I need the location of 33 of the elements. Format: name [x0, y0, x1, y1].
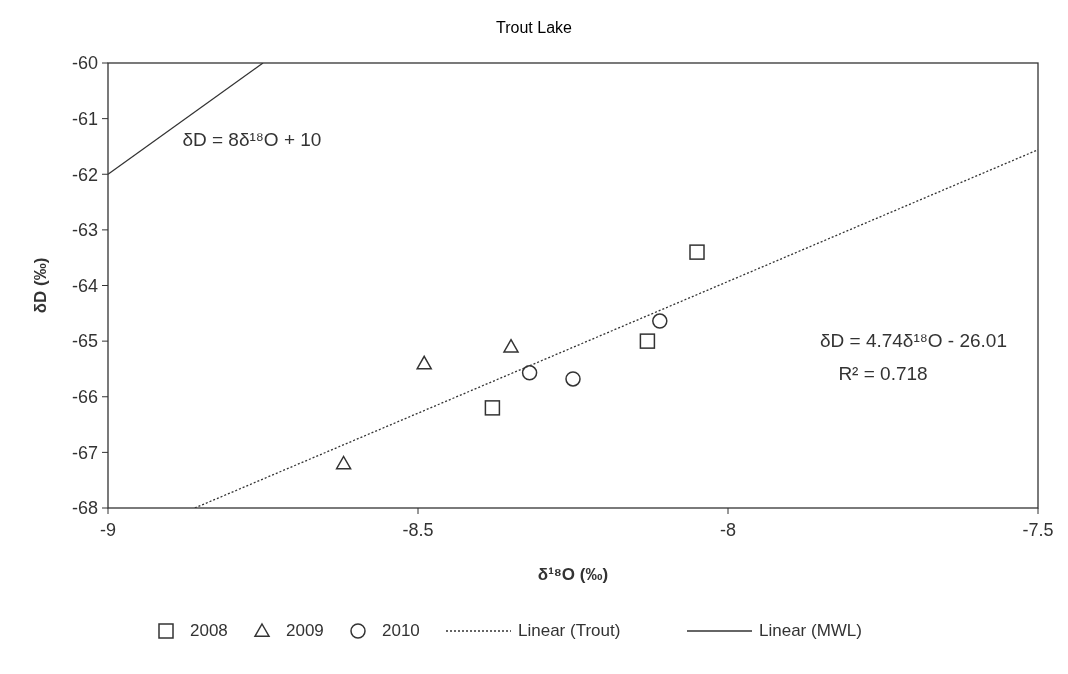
annotation: δD = 8δ¹⁸O + 10	[182, 129, 322, 151]
annotation: δD = 4.74δ¹⁸O - 26.01	[819, 329, 1007, 351]
y-tick-label: -67	[71, 442, 98, 463]
legend-label: Linear (Trout)	[518, 621, 621, 640]
legend-label: Linear (MWL)	[759, 621, 862, 640]
point	[652, 313, 668, 329]
y-tick-label: -63	[71, 220, 98, 241]
y-tick-label: -68	[71, 498, 98, 519]
point	[689, 244, 705, 260]
legend-label: 2008	[190, 621, 228, 640]
x-tick-label: -8.5	[402, 520, 434, 540]
y-tick-label: -61	[71, 108, 98, 129]
legend-label: 2010	[382, 621, 420, 640]
point	[565, 371, 581, 387]
point	[484, 400, 501, 416]
point	[521, 365, 538, 381]
y-tick-label: -60	[71, 53, 98, 74]
y-tick-label: -64	[71, 275, 98, 296]
legend-label: 2009	[286, 621, 324, 640]
x-tick-label: -9	[99, 520, 117, 540]
x-tick-label: -7.5	[1022, 520, 1054, 540]
point	[416, 355, 432, 370]
point	[639, 333, 656, 349]
point	[503, 338, 519, 353]
chart-title: Trout Lake	[496, 19, 573, 36]
point	[335, 455, 352, 470]
y-axis-title: δD (‰)	[31, 257, 50, 314]
x-tick-label: -8	[719, 520, 737, 540]
y-tick-label: -62	[71, 164, 98, 185]
x-axis-title: δ¹⁸O (‰)	[537, 565, 609, 584]
y-tick-label: -66	[71, 387, 98, 408]
y-tick-label: -65	[71, 331, 98, 352]
annotation: R² = 0.718	[838, 363, 928, 385]
